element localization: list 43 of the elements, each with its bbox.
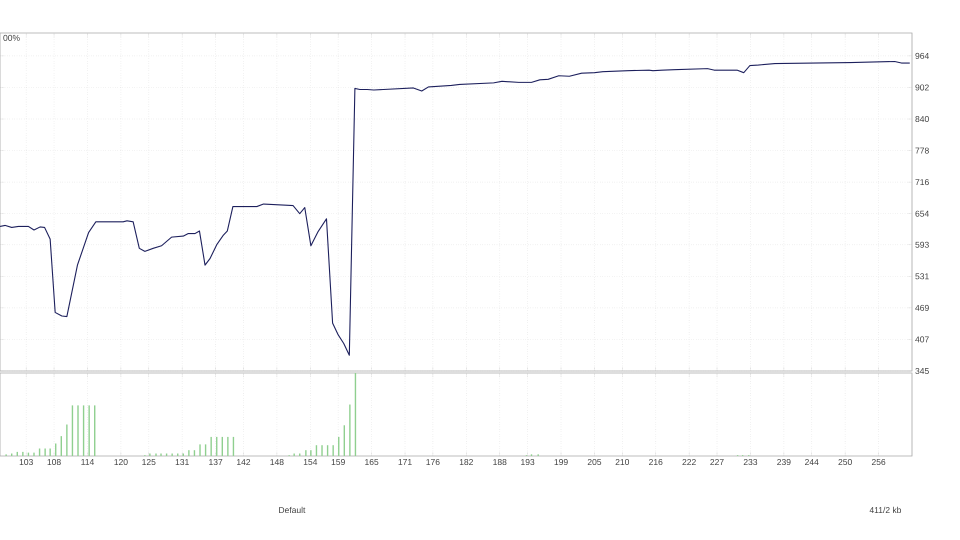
x-tick-label: 171 bbox=[398, 459, 412, 465]
x-tick-label: 125 bbox=[142, 459, 156, 466]
y-tick-label: 407 bbox=[915, 336, 929, 342]
x-tick-label: 216 bbox=[649, 459, 662, 466]
y-tick-label: 716 bbox=[915, 179, 929, 186]
x-tick-label: 154 bbox=[304, 459, 318, 465]
y-tick-label: 654 bbox=[915, 210, 929, 217]
x-tick-label: 210 bbox=[616, 459, 630, 466]
x-tick-label: 165 bbox=[365, 459, 378, 466]
x-tick-label: 222 bbox=[682, 459, 696, 465]
y-tick-label: 840 bbox=[915, 116, 929, 122]
x-tick-label: 256 bbox=[872, 459, 886, 466]
y-tick-label: 469 bbox=[915, 304, 929, 311]
x-tick-label: 108 bbox=[48, 459, 61, 466]
x-tick-label: 199 bbox=[554, 459, 568, 466]
y-tick-label: 778 bbox=[915, 148, 929, 154]
x-tick-label: 182 bbox=[460, 459, 473, 466]
y-tick-label: 531 bbox=[915, 273, 929, 280]
x-tick-label: 176 bbox=[426, 459, 440, 466]
x-tick-label: 193 bbox=[521, 459, 534, 466]
x-tick-label: 137 bbox=[209, 459, 222, 466]
x-tick-label: 233 bbox=[744, 459, 758, 466]
y-tick-label: 964 bbox=[915, 52, 929, 59]
y-tick-label: 902 bbox=[915, 84, 929, 90]
text: 411/2 kb bbox=[870, 506, 902, 514]
x-tick-label: 205 bbox=[588, 459, 602, 466]
text: Default bbox=[279, 506, 306, 514]
x-tick-label: 131 bbox=[176, 459, 189, 466]
x-tick-label: 114 bbox=[81, 459, 94, 465]
x-tick-label: 244 bbox=[805, 459, 819, 465]
x-tick-label: 159 bbox=[332, 459, 345, 466]
y-tick-label: 593 bbox=[915, 242, 929, 248]
annotation: 00% bbox=[3, 34, 20, 41]
y-tick-label: 345 bbox=[915, 368, 929, 374]
x-tick-label: 142 bbox=[237, 459, 250, 465]
x-tick-label: 120 bbox=[114, 459, 128, 466]
x-tick-label: 227 bbox=[710, 459, 724, 465]
x-tick-label: 250 bbox=[838, 459, 852, 466]
x-tick-label: 148 bbox=[270, 459, 284, 466]
x-tick-label: 188 bbox=[493, 459, 506, 466]
x-tick-label: 103 bbox=[20, 459, 33, 466]
line-series bbox=[0, 60, 910, 356]
x-tick-label: 239 bbox=[777, 459, 791, 466]
